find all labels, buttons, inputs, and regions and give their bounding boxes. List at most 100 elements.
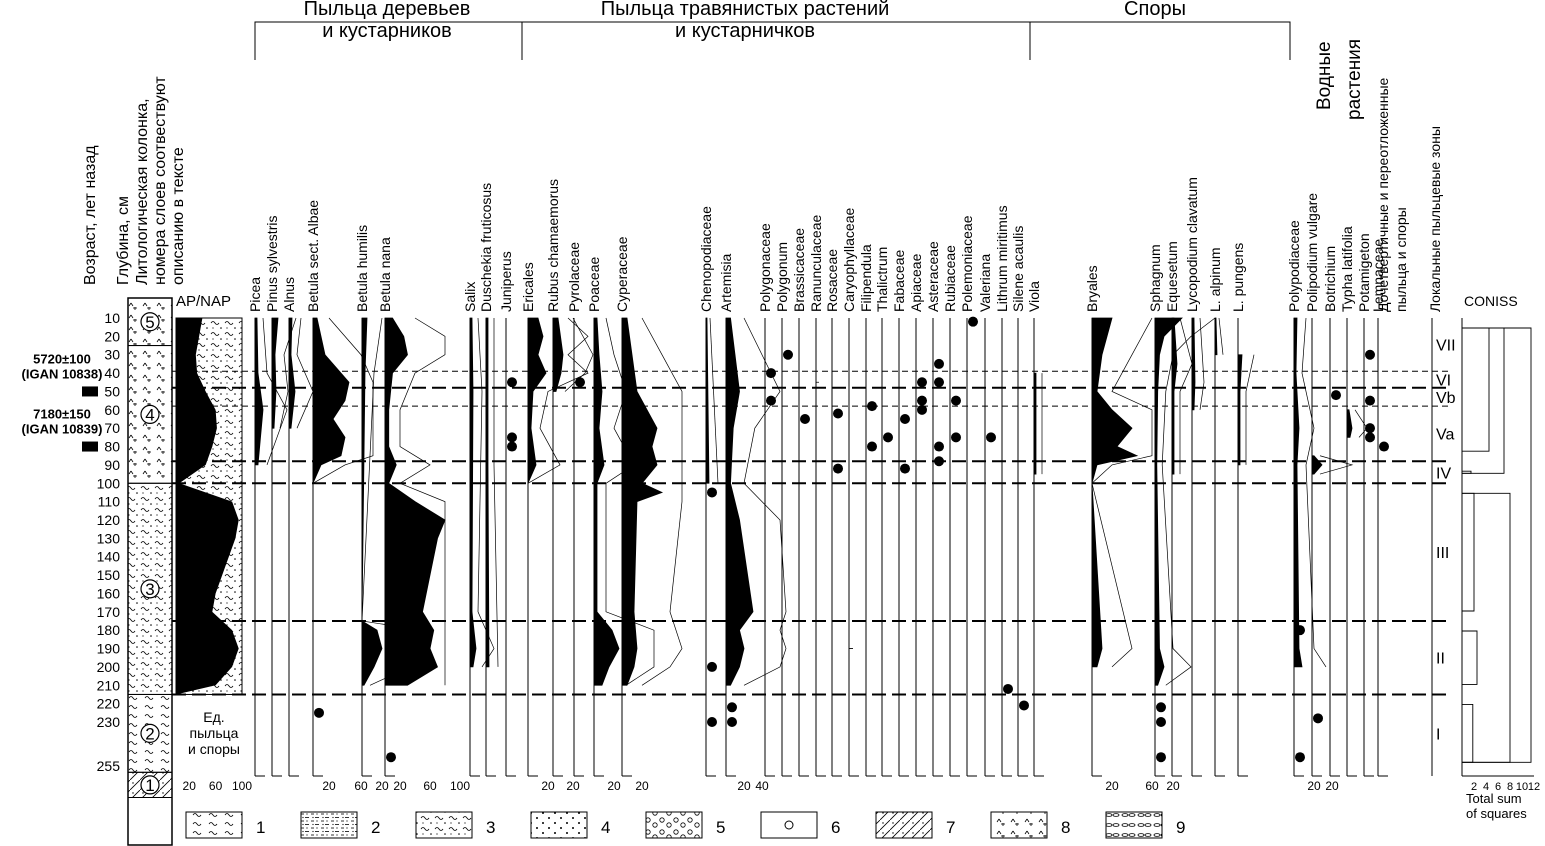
single-grain-dot xyxy=(1365,432,1375,443)
single-grain-dot xyxy=(867,441,877,452)
litho-label-1: Литологическая колонка, xyxy=(134,98,151,285)
taxon-label: Alnus xyxy=(281,277,297,312)
depth-tick-label: 150 xyxy=(97,567,121,583)
taxon-label: Cyperaceae xyxy=(614,236,630,312)
legend-swatch xyxy=(1105,811,1163,839)
taxon-tick-label: 60 xyxy=(354,779,368,793)
taxon-curve xyxy=(288,317,296,429)
coniss-tick-label: 10 xyxy=(1516,781,1528,793)
depth-tick-label: 80 xyxy=(104,439,120,455)
coniss-branch xyxy=(1462,492,1511,763)
taxon-tick-label: 20 xyxy=(607,779,621,793)
legend-shell-icon xyxy=(784,820,794,830)
legend-swatch xyxy=(300,811,358,839)
single-grain-dot xyxy=(1003,683,1013,694)
litho-label-2: номера слоев соотвествуют xyxy=(152,76,169,285)
taxon-exaggeration-curve xyxy=(262,317,288,466)
coniss-tick-label: 6 xyxy=(1495,781,1501,793)
taxon-exaggeration-curve xyxy=(709,317,719,484)
depth-tick-label: 230 xyxy=(97,714,121,730)
taxon-tick-label: 20 xyxy=(1166,779,1180,793)
taxon-curve xyxy=(705,317,710,484)
date-lab-code: (IGAN 10838) xyxy=(22,366,103,381)
single-grain-dot xyxy=(968,316,978,327)
taxon-tick-label: 100 xyxy=(450,779,470,793)
single-grain-dot xyxy=(1156,702,1166,713)
single-grain-dot xyxy=(1365,395,1375,406)
single-grain-dot xyxy=(1379,441,1389,452)
single-grain-dot xyxy=(1019,700,1029,711)
taxon-exaggeration-curve xyxy=(743,317,787,686)
taxon-curve xyxy=(254,317,264,466)
taxon-curve xyxy=(1311,455,1323,475)
depth-tick-label: 60 xyxy=(104,402,120,418)
taxon-curve xyxy=(593,317,620,686)
depth-tick-label: 190 xyxy=(97,641,121,657)
single-grain-dot xyxy=(951,432,961,443)
coniss-axis-label-1: Total sum xyxy=(1466,791,1522,806)
taxon-tick-label: 20 xyxy=(1307,779,1321,793)
layer-number-circle xyxy=(140,723,160,743)
ap-tick-label: 60 xyxy=(209,779,223,793)
taxon-curve xyxy=(552,317,564,392)
depth-tick-label: 70 xyxy=(104,420,120,436)
taxon-tick-label: 20 xyxy=(541,779,555,793)
layer-number-circle xyxy=(140,775,160,795)
legend-swatch xyxy=(415,811,473,839)
ap-area xyxy=(176,318,239,695)
taxon-label: Lemnaceae xyxy=(1370,239,1386,312)
single-grain-dot xyxy=(707,487,717,498)
taxon-curve xyxy=(621,317,664,686)
depth-tick-label: 120 xyxy=(97,512,121,528)
taxon-curve xyxy=(485,317,490,668)
taxon-label: Polypodiaceae xyxy=(1286,220,1302,312)
single-grain-dot xyxy=(934,441,944,452)
single-grain-dot xyxy=(986,432,996,443)
taxon-label: Typha latifolia xyxy=(1339,226,1355,312)
zone-label: IV xyxy=(1436,465,1451,482)
taxon-label: Duschekia fruticosus xyxy=(478,183,494,312)
taxon-label: Polygonum xyxy=(774,242,790,312)
trees-bracket xyxy=(254,21,523,60)
legend-swatch xyxy=(990,811,1048,839)
taxon-curve xyxy=(1191,317,1196,411)
taxon-label: Filipendula xyxy=(858,244,874,312)
single-grain-dot xyxy=(783,349,793,360)
trees-header-line2: и кустарников xyxy=(322,20,452,42)
single-grain-dot xyxy=(1156,752,1166,763)
single-grains-note-3: и споры xyxy=(188,741,240,757)
taxon-label: L. alpinum xyxy=(1207,247,1223,312)
legend-swatch xyxy=(760,811,818,839)
taxon-tick-label: 60 xyxy=(423,779,437,793)
single-grain-dot xyxy=(766,395,776,406)
depth-tick-label: 255 xyxy=(97,758,121,774)
taxon-label: Silene acaulis xyxy=(1010,226,1026,312)
taxon-label: Pinus sylvestris xyxy=(264,216,280,312)
date-age: 5720±100 xyxy=(33,351,91,366)
taxon-exaggeration-curve xyxy=(279,317,297,429)
taxon-label: Juniperus xyxy=(498,251,514,312)
taxon-label: Apiaceae xyxy=(908,253,924,312)
depth-tick-label: 20 xyxy=(104,328,120,344)
taxon-exaggeration-curve xyxy=(1161,317,1216,686)
depth-tick-label: 40 xyxy=(104,365,120,381)
single-grain-dot xyxy=(507,432,517,443)
depth-tick-label: 10 xyxy=(104,310,120,326)
taxon-tick-label: 20 xyxy=(1325,779,1339,793)
herbs-header: Пыльца травянистых растений и кустарничк… xyxy=(530,0,960,42)
taxon-label: Bryales xyxy=(1084,265,1100,312)
taxon-exaggeration-curve xyxy=(1179,317,1193,475)
taxon-label: Sphagnum xyxy=(1147,244,1163,312)
legend-number: 1 xyxy=(256,818,265,837)
taxon-curve xyxy=(469,317,477,668)
herbs-header-line2: и кустарничков xyxy=(674,20,816,42)
legend-swatch xyxy=(875,811,933,839)
taxon-exaggeration-curve xyxy=(1091,317,1153,668)
coniss-tick-label: 8 xyxy=(1507,781,1513,793)
single-grains-note-1: Ед. xyxy=(203,709,224,725)
single-grain-dot xyxy=(507,377,517,388)
single-grain-dot xyxy=(1295,625,1305,636)
taxon-tick-label: 20 xyxy=(1105,779,1119,793)
taxon-label: Rubus chamaemorus xyxy=(545,179,561,312)
coniss-tick-label: 12 xyxy=(1528,781,1540,793)
